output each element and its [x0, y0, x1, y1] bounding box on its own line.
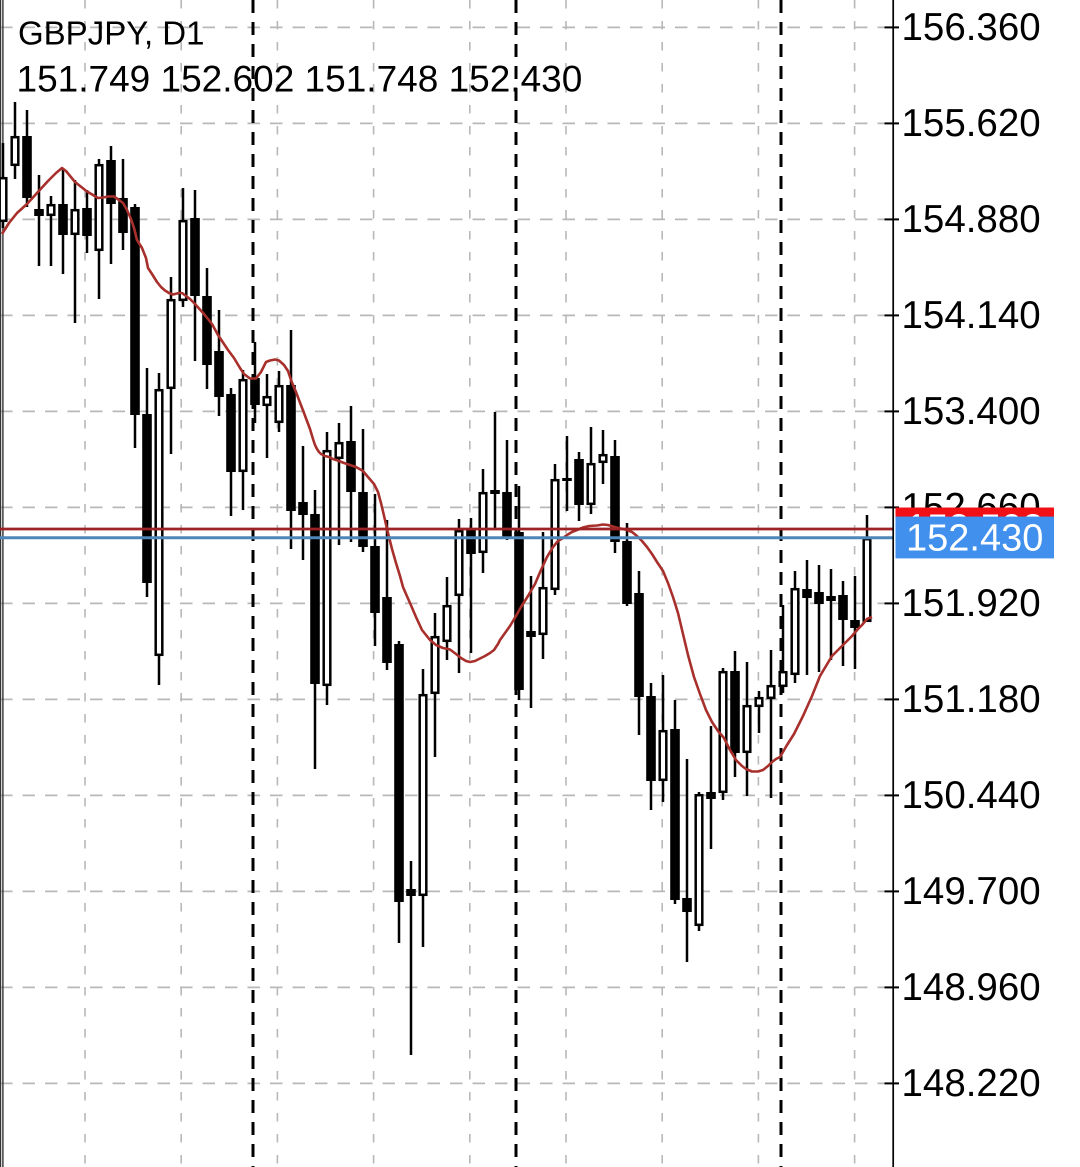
svg-text:151.920: 151.920	[902, 582, 1041, 625]
svg-text:149.700: 149.700	[902, 870, 1041, 913]
svg-text:154.140: 154.140	[902, 294, 1041, 337]
svg-text:GBPJPY, D1: GBPJPY, D1	[18, 15, 204, 52]
svg-text:153.400: 153.400	[902, 390, 1041, 433]
svg-text:148.220: 148.220	[902, 1062, 1041, 1105]
svg-text:151.180: 151.180	[902, 678, 1041, 721]
svg-text:150.440: 150.440	[902, 774, 1041, 817]
svg-text:156.360: 156.360	[902, 6, 1041, 49]
svg-text:155.620: 155.620	[902, 102, 1041, 145]
svg-text:152.430: 152.430	[906, 518, 1043, 560]
svg-text:148.960: 148.960	[902, 966, 1041, 1009]
svg-text:154.880: 154.880	[902, 198, 1041, 241]
svg-text:151.749 152.602 151.748 152.43: 151.749 152.602 151.748 152.430	[17, 59, 583, 100]
